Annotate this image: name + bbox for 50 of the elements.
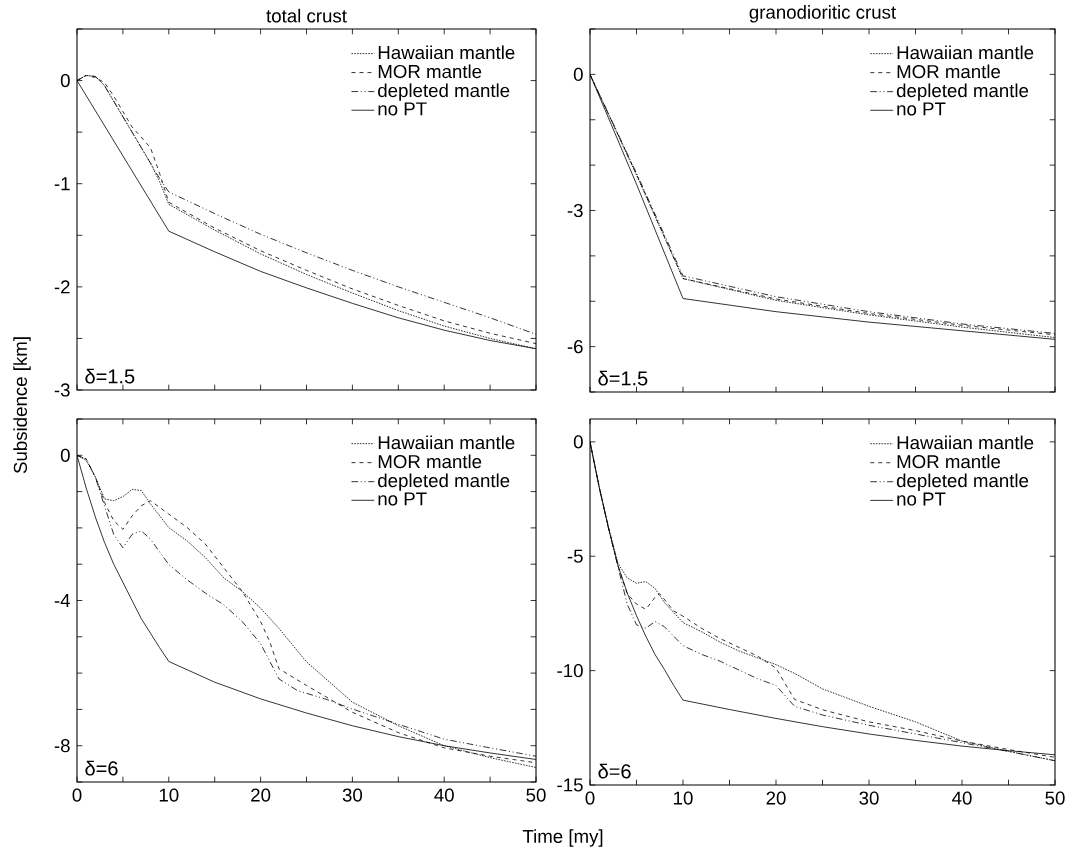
annotation: δ=1.5 — [85, 368, 135, 384]
legend-label: Hawaiian mantle — [897, 435, 1034, 450]
y-tick-label: -8 — [54, 739, 70, 753]
legend-label: depleted mantle — [378, 473, 510, 491]
x-tick-label: 10 — [674, 791, 693, 805]
y-tick-label: 0 — [573, 67, 583, 81]
x-tick-label: 50 — [1045, 791, 1065, 805]
x-tick-label: 30 — [342, 788, 363, 802]
legend-label: MOR mantle — [378, 64, 482, 79]
legend-label: no PT — [378, 492, 427, 506]
legend-label: depleted mantle — [896, 83, 1029, 101]
legend-label: MOR mantle — [897, 64, 1001, 79]
x-tick-label: 20 — [766, 791, 786, 805]
y-tick-label: -2 — [54, 280, 70, 294]
chart-title: granodioritic crust — [749, 5, 896, 23]
legend-label: Hawaiian mantle — [897, 45, 1034, 60]
y-tick-label: 0 — [573, 435, 583, 449]
y-tick-label: -3 — [54, 383, 70, 397]
x-tick-label: 40 — [434, 788, 454, 802]
y-tick-label: -4 — [54, 594, 70, 607]
legend-label: no PT — [897, 492, 946, 506]
y-tick-label: 0 — [60, 73, 70, 88]
x-tick-label: 30 — [859, 791, 879, 805]
x-axis-title: Time [my] — [522, 829, 603, 847]
x-tick-label: 40 — [952, 791, 972, 805]
y-tick-label: -6 — [567, 340, 583, 354]
annotation: δ=1.5 — [598, 370, 648, 386]
legend-label: MOR mantle — [897, 454, 1001, 469]
legend-label: no PT — [378, 102, 427, 116]
x-tick-label: 0 — [72, 788, 82, 802]
y-axis-title: Subsidence [km] — [13, 337, 31, 474]
x-tick-label: 20 — [251, 788, 271, 802]
y-tick-label: -5 — [567, 549, 583, 563]
chart-title: total crust — [266, 8, 347, 23]
legend-label: Hawaiian mantle — [378, 435, 515, 450]
x-tick-label: 10 — [159, 788, 179, 802]
y-tick-label: -1 — [54, 177, 70, 191]
legend-label: depleted mantle — [896, 473, 1029, 491]
y-tick-label: -10 — [557, 664, 583, 678]
y-tick-label: -15 — [557, 778, 583, 792]
legend-label: depleted mantle — [378, 83, 510, 101]
y-tick-label: 0 — [60, 448, 70, 462]
legend-label: Hawaiian mantle — [378, 45, 515, 60]
y-tick-label: -3 — [567, 203, 583, 218]
legend-label: MOR mantle — [378, 454, 482, 469]
annotation: δ=6 — [598, 763, 631, 779]
x-tick-label: 0 — [585, 791, 595, 805]
annotation: δ=6 — [85, 760, 118, 776]
x-tick-label: 50 — [526, 788, 546, 802]
legend-label: no PT — [897, 102, 946, 116]
